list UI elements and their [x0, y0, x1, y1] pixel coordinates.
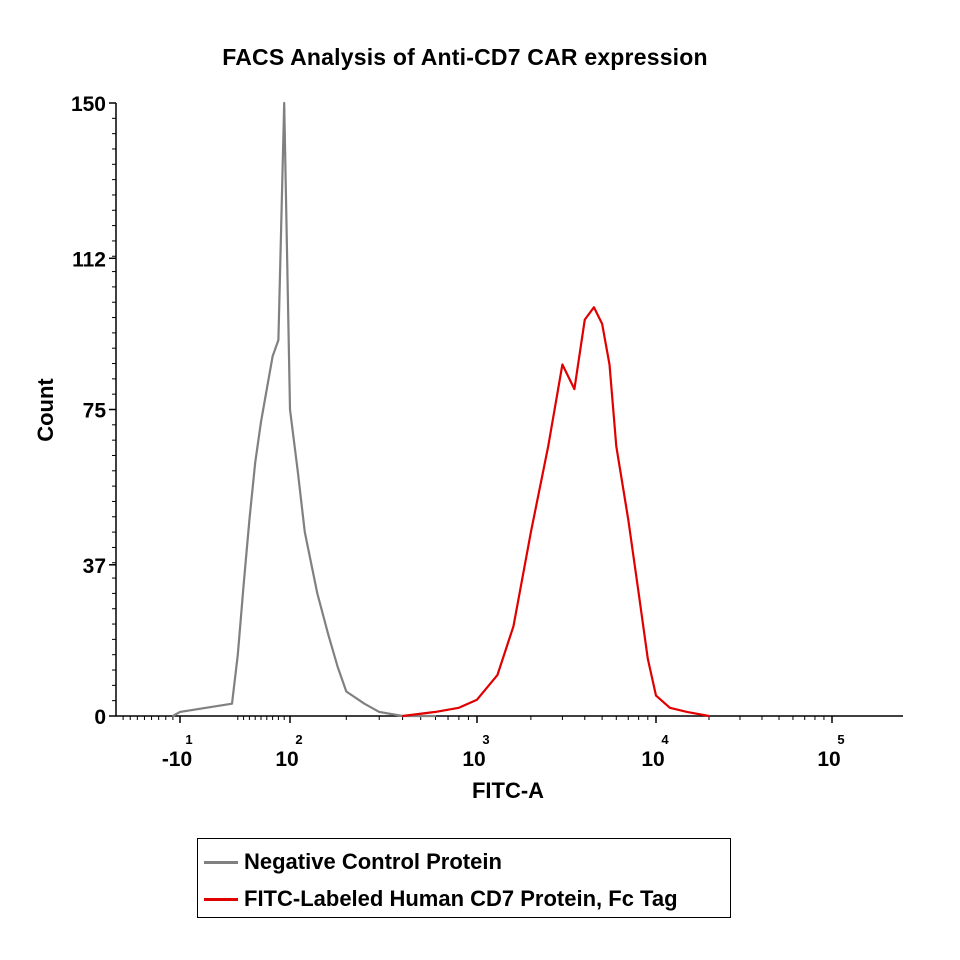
legend-item: Negative Control Protein: [204, 847, 502, 877]
data-point-fitc-cd7: [561, 363, 564, 366]
data-point-negative-control: [434, 715, 437, 717]
data-point-fitc-cd7: [512, 625, 515, 627]
data-point-negative-control: [316, 592, 319, 595]
x-tick-label: 10: [817, 748, 840, 771]
data-point-negative-control: [363, 702, 366, 705]
y-axis-label: Count: [33, 378, 58, 442]
data-point-fitc-cd7: [669, 707, 671, 709]
x-tick-exponent: 3: [482, 732, 489, 747]
data-point-negative-control: [231, 702, 233, 705]
data-point-fitc-cd7: [708, 715, 710, 717]
y-tick-label: 0: [94, 706, 106, 729]
data-point-negative-control: [277, 339, 280, 341]
data-point-negative-control: [289, 408, 291, 411]
data-point-fitc-cd7: [476, 698, 478, 701]
series-group: [172, 101, 710, 718]
legend: Negative Control Protein FITC-Labeled Hu…: [197, 838, 731, 918]
legend-label: Negative Control Protein: [244, 849, 502, 874]
data-point-fitc-cd7: [627, 519, 630, 521]
data-point-fitc-cd7: [637, 592, 640, 595]
y-axis-ticks: 0 37 75 112 150: [71, 93, 116, 729]
data-point-negative-control: [336, 666, 339, 668]
data-point-negative-control: [271, 355, 274, 358]
data-point-negative-control: [283, 102, 286, 104]
data-point-fitc-cd7: [584, 318, 586, 321]
data-point-negative-control: [254, 461, 256, 464]
data-point-fitc-cd7: [547, 445, 549, 448]
data-point-negative-control: [179, 711, 181, 713]
data-point-fitc-cd7: [686, 711, 688, 713]
legend-swatch-fitc: [204, 897, 238, 901]
data-point-fitc-cd7: [615, 445, 618, 448]
series-line-negative-control: [172, 101, 436, 718]
data-point-fitc-cd7: [496, 674, 499, 676]
data-point-negative-control: [237, 653, 239, 656]
data-point-negative-control: [266, 388, 268, 390]
data-point-fitc-cd7: [593, 306, 595, 309]
data-point-fitc-cd7: [530, 531, 532, 533]
data-point-fitc-cd7: [434, 711, 437, 713]
data-point-negative-control: [172, 715, 174, 717]
data-point-fitc-cd7: [608, 363, 611, 366]
x-tick-exponent: 4: [661, 732, 669, 747]
x-tick-label: 10: [275, 748, 298, 771]
data-point-fitc-cd7: [573, 388, 576, 390]
data-point-fitc-cd7: [601, 322, 603, 325]
y-tick-label: 150: [71, 93, 106, 116]
y-tick-label: 112: [72, 248, 106, 271]
x-axis-label: FITC-A: [472, 778, 544, 803]
data-point-negative-control: [248, 519, 251, 521]
data-point-negative-control: [327, 633, 330, 636]
data-point-fitc-cd7: [647, 658, 649, 660]
x-tick-exponent: 2: [295, 732, 302, 747]
data-point-negative-control: [296, 470, 299, 472]
legend-label: FITC-Labeled Human CD7 Protein, Fc Tag: [244, 886, 678, 911]
legend-swatch-negative: [204, 860, 238, 864]
y-tick-label: 75: [83, 400, 107, 423]
data-point-negative-control: [345, 690, 348, 693]
data-point-fitc-cd7: [401, 715, 404, 717]
data-point-fitc-cd7: [655, 694, 657, 697]
data-point-negative-control: [304, 531, 306, 533]
legend-item: FITC-Labeled Human CD7 Protein, Fc Tag: [204, 884, 678, 914]
series-line-fitc-cd7: [402, 306, 710, 718]
data-point-negative-control: [260, 421, 262, 423]
chart-title: FACS Analysis of Anti-CD7 CAR expression: [222, 44, 708, 70]
data-point-negative-control: [378, 711, 381, 713]
data-point-negative-control: [242, 584, 245, 586]
x-tick-label: 10: [641, 748, 664, 771]
x-tick-exponent: 1: [185, 732, 192, 747]
x-tick-label: 10: [462, 748, 485, 771]
y-tick-label: 37: [83, 555, 106, 578]
x-tick-exponent: 5: [837, 732, 844, 747]
x-tick-label: -10: [162, 748, 192, 771]
data-point-fitc-cd7: [458, 707, 460, 709]
axes: [115, 103, 903, 717]
